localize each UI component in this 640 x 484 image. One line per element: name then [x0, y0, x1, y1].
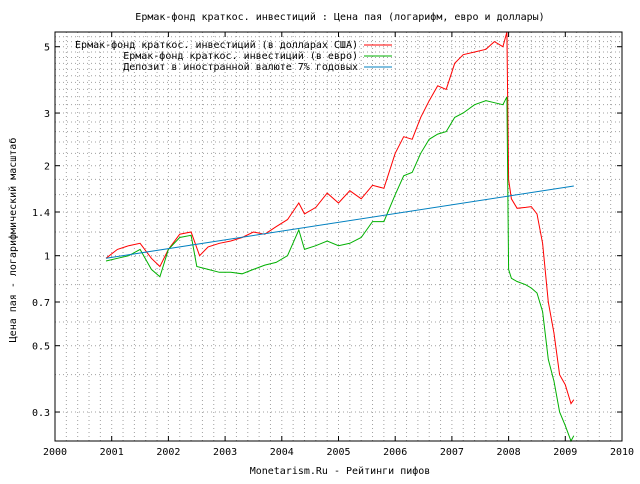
x-axis-label: Monetarism.Ru - Рейтинги пифов: [250, 465, 431, 477]
series-line-3: [105, 185, 574, 259]
y-tick-label: 2: [44, 162, 50, 173]
x-tick-label: 2001: [100, 447, 124, 458]
x-tick-label: 2006: [383, 447, 407, 458]
y-tick-label: 0.7: [32, 298, 50, 309]
x-tick-label: 2005: [326, 447, 350, 458]
x-tick-label: 2003: [213, 447, 237, 458]
legend-label-1: Ермак-фонд краткос. инвестиций (в доллар…: [75, 39, 358, 51]
y-tick-label: 3: [44, 109, 50, 120]
series-line-1: [105, 31, 575, 405]
y-tick-label: 1: [44, 252, 50, 263]
y-tick-label: 1.4: [32, 208, 50, 219]
legend-label-3: Депозит в иностранной валюте 7% годовых: [123, 61, 358, 73]
x-tick-label: 2004: [270, 447, 294, 458]
x-tick-label: 2002: [156, 447, 180, 458]
x-tick-label: 2000: [43, 447, 67, 458]
series-layer: [105, 31, 575, 443]
x-tick-label: 2007: [440, 447, 464, 458]
x-tick-label: 2010: [610, 447, 634, 458]
legend-label-2: Ермак-фонд краткос. инвестиций (в евро): [123, 50, 358, 62]
y-tick-label: 0.3: [32, 408, 50, 419]
y-axis-label: Цена пая - логарифмический масштаб: [7, 138, 19, 343]
y-tick-label: 0.5: [32, 342, 50, 353]
x-tick-label: 2009: [553, 447, 577, 458]
x-tick-label: 2008: [497, 447, 521, 458]
tick-layer: 2000 2001 2002 2003 2004 2005 2006 2007 2008 2009…: [32, 32, 634, 458]
series-line-2: [105, 96, 575, 443]
legend: Ермак-фонд краткос. инвестиций (в доллар…: [75, 39, 392, 73]
chart-title: Ермак-фонд краткос. инвестиций : Цена па…: [135, 11, 544, 23]
grid: [55, 32, 622, 441]
y-tick-label: 5: [44, 43, 50, 54]
